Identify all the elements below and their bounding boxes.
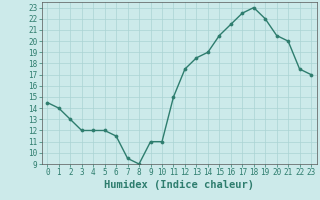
X-axis label: Humidex (Indice chaleur): Humidex (Indice chaleur): [104, 180, 254, 190]
